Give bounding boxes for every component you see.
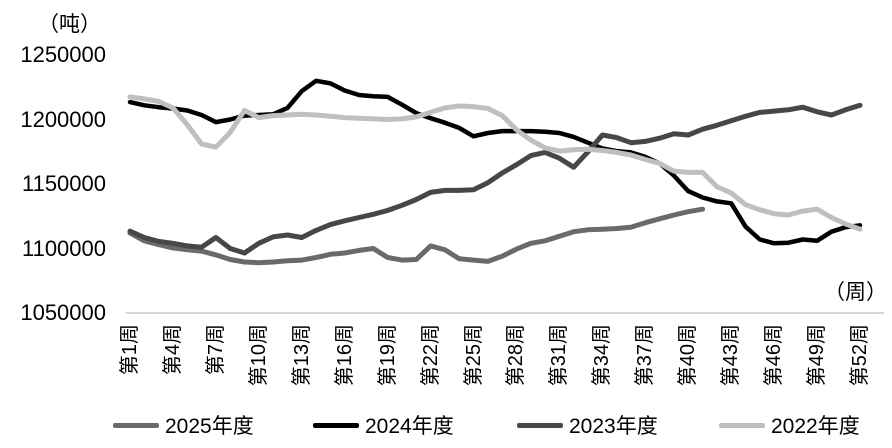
legend-item-2022年度: 2022年度	[719, 412, 860, 438]
legend-line-swatch	[517, 422, 563, 428]
x-tick-label: 第34周	[591, 324, 614, 387]
y-tick-label: 1150000	[21, 171, 106, 196]
x-tick-label: 第13周	[290, 324, 313, 387]
legend-item-2025年度: 2025年度	[113, 412, 254, 438]
legend-label: 2023年度	[569, 415, 658, 438]
x-tick-label: 第22周	[419, 324, 442, 387]
legend-item-2023年度: 2023年度	[517, 412, 658, 438]
legend-line-swatch	[719, 422, 765, 428]
y-tick-label: 1250000	[20, 42, 106, 67]
series-line-2023年度	[127, 102, 863, 256]
y-tick-label: 1100000	[21, 235, 106, 261]
series-line-2025年度	[127, 206, 706, 266]
x-tick-label: 第31周	[548, 324, 571, 387]
x-tick-label: 第37周	[634, 324, 657, 387]
legend-label: 2022年度	[771, 415, 860, 438]
legend-label: 2025年度	[165, 415, 254, 438]
x-tick-label: 第43周	[720, 324, 743, 387]
x-tick-label: 第25周	[462, 324, 485, 387]
x-axis-unit-label: （周）	[824, 281, 887, 304]
x-tick-label: 第4周	[161, 324, 184, 376]
x-tick-label: 第19周	[376, 324, 399, 387]
series-line-2024年度	[127, 78, 863, 246]
y-tick-label: 1200000	[20, 106, 106, 132]
legend-line-swatch	[113, 422, 159, 428]
series-line-2022年度	[127, 94, 863, 232]
x-tick-label: 第49周	[806, 324, 829, 387]
x-tick-label: 第40周	[677, 324, 700, 387]
x-tick-label: 第10周	[247, 324, 270, 387]
legend-item-2024年度: 2024年度	[313, 412, 454, 438]
x-tick-label: 第46周	[763, 324, 786, 387]
x-tick-label: 第52周	[849, 324, 871, 387]
x-tick-label: 第16周	[333, 324, 356, 387]
y-tick-label: 1050000	[20, 300, 106, 325]
y-axis-unit-label: （吨）	[38, 13, 101, 36]
x-tick-label: 第1周	[119, 324, 141, 376]
legend-label: 2024年度	[365, 415, 454, 438]
x-tick-label: 第28周	[505, 324, 528, 387]
x-tick-label: 第7周	[204, 324, 227, 376]
legend-line-swatch	[313, 422, 359, 428]
